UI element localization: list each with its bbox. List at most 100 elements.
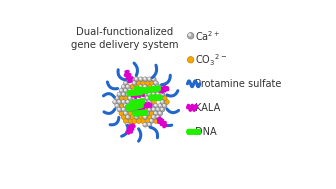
Circle shape [150,89,152,91]
Circle shape [159,97,160,98]
Circle shape [131,101,132,102]
Circle shape [137,89,139,91]
Circle shape [119,88,124,93]
Circle shape [127,116,128,117]
Circle shape [136,88,141,93]
Circle shape [146,97,148,98]
Circle shape [157,85,158,87]
Circle shape [152,107,156,112]
Circle shape [128,111,133,116]
Circle shape [134,115,139,119]
Circle shape [156,107,161,112]
Circle shape [154,103,158,108]
Circle shape [143,100,148,104]
Circle shape [148,78,150,79]
Circle shape [134,107,139,112]
Circle shape [145,96,150,101]
Circle shape [129,104,130,106]
Circle shape [126,115,130,119]
Circle shape [116,97,117,98]
Circle shape [134,92,139,97]
Circle shape [138,115,143,120]
Circle shape [144,85,145,87]
Circle shape [157,93,158,94]
Circle shape [128,96,132,101]
Circle shape [143,77,148,82]
Circle shape [135,93,137,94]
Circle shape [145,81,150,86]
Circle shape [161,101,163,102]
Circle shape [138,107,143,112]
Circle shape [119,111,124,116]
Circle shape [130,77,135,82]
Circle shape [117,107,122,112]
Circle shape [158,88,163,93]
Circle shape [145,88,150,93]
Circle shape [126,122,130,127]
Circle shape [127,123,128,125]
Circle shape [143,92,148,97]
Circle shape [124,104,126,106]
Circle shape [158,96,163,101]
Circle shape [115,103,120,108]
Circle shape [155,112,156,113]
Text: Dual-functionalized
gene delivery system: Dual-functionalized gene delivery system [71,27,179,50]
Circle shape [149,81,154,86]
Circle shape [154,96,158,101]
Circle shape [121,107,126,112]
Circle shape [150,120,152,121]
Circle shape [133,89,134,91]
Circle shape [147,122,152,127]
Circle shape [142,89,143,91]
Circle shape [138,77,143,82]
Circle shape [124,103,128,108]
Circle shape [120,89,122,91]
Circle shape [155,82,156,83]
Circle shape [121,100,126,104]
Circle shape [133,97,134,98]
Circle shape [135,116,137,117]
Circle shape [124,112,126,113]
Circle shape [161,108,163,110]
Circle shape [132,88,137,93]
Circle shape [149,103,154,108]
Circle shape [153,108,154,110]
Circle shape [148,108,150,110]
Circle shape [159,104,160,106]
Circle shape [139,78,141,79]
Circle shape [135,101,137,102]
Circle shape [118,108,120,110]
Circle shape [148,123,150,125]
Circle shape [143,84,148,89]
Circle shape [187,57,194,63]
Circle shape [163,104,165,106]
Text: DNA: DNA [195,127,216,137]
Circle shape [121,92,126,97]
Circle shape [130,84,135,89]
Circle shape [153,78,154,79]
Circle shape [136,103,141,108]
Circle shape [147,92,152,97]
Circle shape [162,103,167,108]
Circle shape [131,93,132,94]
Circle shape [139,101,141,102]
Circle shape [157,108,158,110]
Circle shape [133,104,134,106]
Circle shape [144,116,145,117]
Circle shape [142,97,143,98]
Circle shape [124,88,128,93]
Circle shape [138,92,143,97]
Circle shape [187,33,194,39]
Circle shape [124,81,128,85]
Circle shape [118,101,120,102]
Circle shape [150,97,152,98]
Circle shape [154,88,159,93]
Circle shape [147,107,152,112]
Circle shape [145,111,150,116]
Circle shape [132,81,137,85]
Circle shape [147,84,152,89]
Circle shape [127,93,128,94]
Circle shape [137,112,139,113]
Circle shape [156,115,161,119]
Circle shape [124,89,126,91]
